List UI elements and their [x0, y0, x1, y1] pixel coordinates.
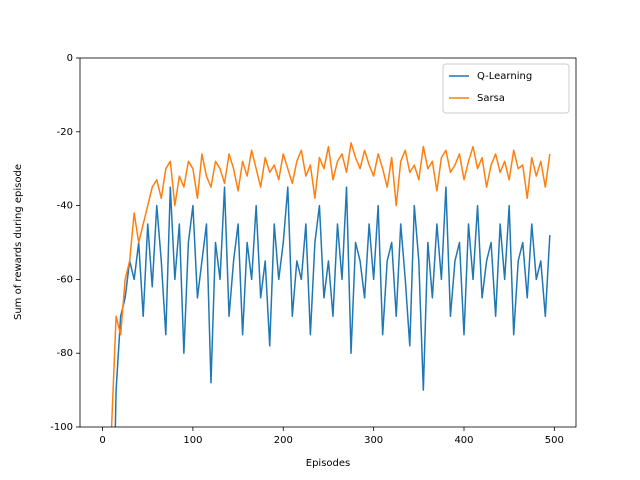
x-tick-label: 500 [545, 435, 564, 446]
axes-frame [79, 57, 577, 428]
y-tick-label: -60 [57, 274, 73, 285]
legend-label: Q-Learning [477, 71, 532, 82]
x-tick-label: 400 [454, 435, 473, 446]
y-tick-label: -100 [50, 422, 73, 433]
x-tick-label: 0 [99, 435, 105, 446]
x-tick-label: 100 [183, 435, 202, 446]
x-tick-label: 200 [274, 435, 293, 446]
plot-area [110, 142, 551, 427]
y-axis-label: Sum of rewards during episode [13, 164, 24, 320]
legend-label: Sarsa [477, 93, 505, 104]
series-line [110, 142, 551, 427]
x-tick-label: 300 [364, 435, 383, 446]
y-tick-label: 0 [67, 53, 73, 64]
x-axis-label: Episodes [306, 458, 350, 469]
y-tick-label: -20 [57, 127, 73, 138]
legend-box [442, 63, 570, 114]
series-line [114, 186, 551, 427]
y-tick-label: -80 [57, 348, 73, 359]
y-tick-label: -40 [57, 201, 73, 212]
